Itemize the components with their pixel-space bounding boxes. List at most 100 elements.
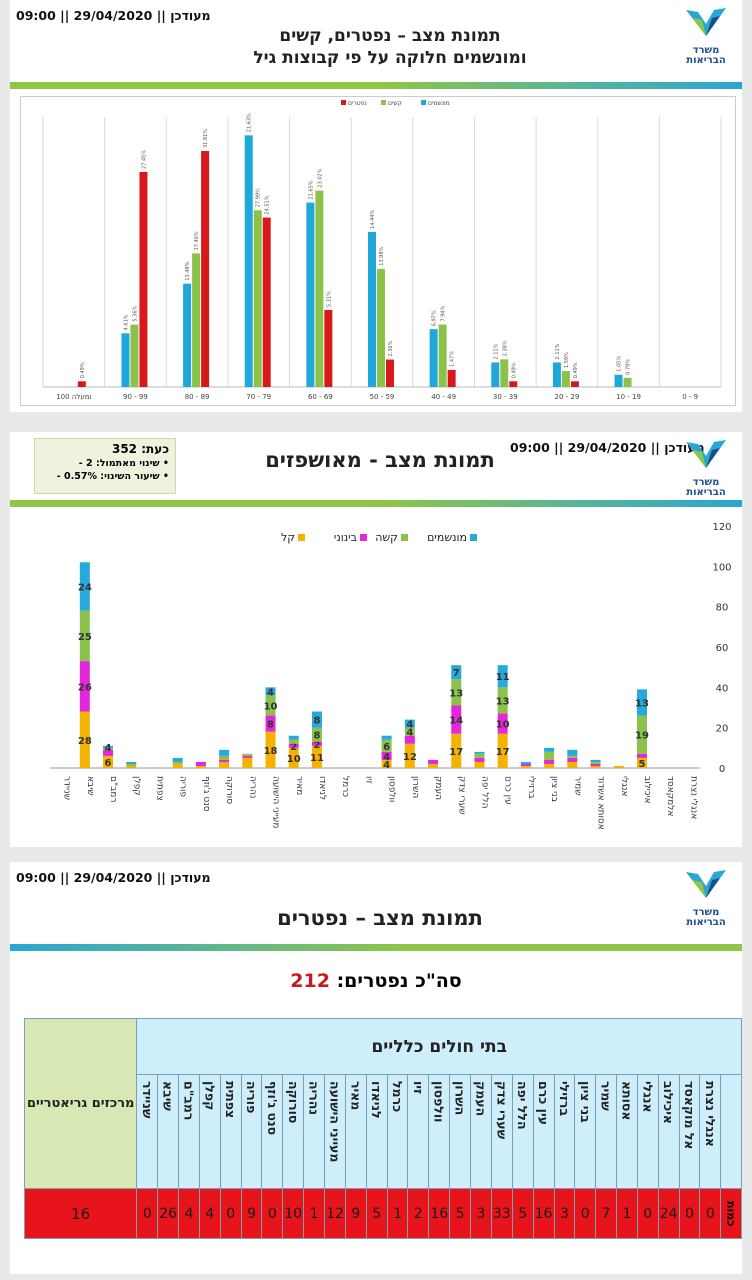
hospital-name: וולפסון bbox=[431, 1081, 447, 1123]
hospital-name: קפלן bbox=[202, 1081, 218, 1111]
hospital-name-cell: אסותא bbox=[616, 1074, 638, 1189]
x-tick-label: ברזילי bbox=[526, 776, 536, 799]
bar-value-label: 13.98% bbox=[379, 246, 385, 265]
hospital-deaths-value: 0 bbox=[699, 1188, 722, 1239]
segment-value-label: 13 bbox=[635, 698, 649, 709]
segment-value-label: 24 bbox=[78, 583, 92, 594]
x-tick-label: בני ציון bbox=[549, 776, 559, 802]
stack-segment-בינוני bbox=[544, 759, 555, 764]
divider-bar bbox=[10, 500, 742, 507]
stack-segment-קל bbox=[590, 765, 601, 768]
hospital-name-cell: מעייני הישועה bbox=[324, 1074, 346, 1189]
stack-segment-קל bbox=[404, 743, 415, 768]
bar-value-label: 13.48% bbox=[185, 261, 191, 280]
stack-segment-קשה bbox=[265, 695, 276, 716]
x-tick-label: פוריה bbox=[178, 776, 188, 797]
stack-segment-קל bbox=[172, 763, 183, 768]
segment-value-label: 2 bbox=[290, 742, 297, 753]
bar-value-label: 0.49% bbox=[80, 362, 86, 378]
hospital-name-cell: שניידר bbox=[136, 1074, 159, 1189]
stack-segment-מונשמים bbox=[79, 562, 90, 611]
x-tick-label: מאיר bbox=[294, 776, 304, 795]
bar-מונשמים bbox=[429, 329, 438, 387]
segment-value-label: 13 bbox=[496, 696, 510, 707]
stack-segment-קשה bbox=[79, 610, 90, 662]
legend-label: נפטרים bbox=[348, 100, 367, 107]
label-column-header bbox=[720, 1074, 742, 1189]
x-tick-label: 90 - 99 bbox=[123, 393, 148, 401]
stack-segment-מונשמים bbox=[311, 711, 322, 728]
legend-swatch bbox=[421, 100, 426, 105]
hospital-deaths-value: 2 bbox=[407, 1188, 430, 1239]
x-tick-label: סורוקה bbox=[224, 776, 234, 804]
x-tick-label: 70 - 79 bbox=[246, 393, 271, 401]
x-tick-label: זיו bbox=[363, 776, 373, 784]
hospital-deaths-value: 3 bbox=[553, 1188, 576, 1239]
change-since-yesterday: • שינוי מאתמול: 2 - bbox=[78, 458, 169, 469]
bar-value-label: 6.97% bbox=[432, 310, 438, 326]
bar-מונשמים bbox=[306, 202, 315, 387]
segment-value-label: 11 bbox=[310, 753, 324, 764]
stack-segment-קל bbox=[265, 731, 276, 768]
bar-נפטרים bbox=[509, 381, 518, 387]
hospital-deaths-value: 33 bbox=[490, 1188, 513, 1239]
bar-value-label: 17.46% bbox=[194, 231, 200, 250]
x-tick-label: עין כרם bbox=[503, 776, 513, 805]
hospital-deaths-value: 0 bbox=[219, 1188, 242, 1239]
bar-מונשמים bbox=[491, 362, 500, 387]
stack-segment-מונשמים bbox=[474, 751, 485, 754]
bar-value-label: 14.44% bbox=[370, 210, 376, 229]
segment-value-label: 12 bbox=[403, 752, 417, 763]
stack-segment-קשה bbox=[172, 761, 183, 764]
change-rate: • שיעור השינוי: 0.57% - bbox=[56, 471, 169, 482]
legend-label: מונשמים bbox=[428, 100, 450, 107]
segment-value-label: 28 bbox=[78, 736, 92, 747]
legend-label: בינוני bbox=[334, 531, 357, 544]
hospital-name: אל מוקאסד bbox=[682, 1081, 697, 1150]
hospital-name-cell: צפתית bbox=[219, 1074, 242, 1189]
bar-value-label: 21.65% bbox=[308, 180, 314, 199]
bar-קשים bbox=[561, 371, 570, 387]
hospital-deaths-value: 4 bbox=[198, 1188, 221, 1239]
hospital-deaths-value: 0 bbox=[574, 1188, 597, 1239]
bar-נפטרים bbox=[77, 381, 86, 387]
hospital-name-cell: נהריה bbox=[303, 1074, 326, 1189]
stack-segment-בינוני bbox=[451, 705, 462, 734]
panel-age-groups: מעודכן || 29/04/2020 || 09:00 תמונת מצב … bbox=[10, 0, 742, 412]
stack-segment-קשה bbox=[451, 679, 462, 706]
legend-label: קשים bbox=[388, 100, 402, 107]
stack-segment-קל bbox=[381, 759, 392, 768]
stack-segment-מונשמים bbox=[451, 665, 462, 680]
hospital-name: סורוקה bbox=[285, 1081, 301, 1124]
hospital-name: אנגלי נצרת bbox=[702, 1081, 718, 1147]
x-tick-label: קפלן bbox=[131, 776, 141, 796]
stack-segment-קשה bbox=[497, 687, 508, 714]
x-tick-label: הלל יפה bbox=[479, 776, 489, 809]
legend-swatch bbox=[401, 534, 408, 541]
stack-segment-מונשמים bbox=[590, 759, 601, 762]
x-tick-label: 0 - 9 bbox=[682, 393, 698, 401]
hospital-name-cell: רמב"ם bbox=[178, 1074, 200, 1189]
segment-value-label: 4 bbox=[267, 687, 274, 698]
hospital-name: איכילוב bbox=[661, 1081, 677, 1125]
stack-segment-מונשמים bbox=[288, 735, 299, 740]
stack-segment-בינוני bbox=[497, 713, 508, 734]
ministry-logo: משרד הבריאות bbox=[678, 868, 734, 928]
x-tick-label: העמק bbox=[433, 776, 443, 800]
hospital-name-cell: אל מוקאסד bbox=[678, 1074, 701, 1189]
legend-label: קל bbox=[281, 531, 295, 544]
bar-נפטרים bbox=[262, 217, 271, 387]
x-tick-label: 40 - 49 bbox=[431, 393, 456, 401]
bar-מונשמים bbox=[614, 374, 623, 387]
hospital-name: שמיר bbox=[598, 1081, 614, 1111]
x-tick-label: 10 - 19 bbox=[616, 393, 641, 401]
hospital-name: צפתית bbox=[223, 1081, 239, 1119]
hospital-deaths-value: 9 bbox=[240, 1188, 263, 1239]
stack-segment-קשה bbox=[567, 755, 578, 758]
bar-value-label: 2.36% bbox=[388, 340, 394, 356]
x-tick-label: שערי צדק bbox=[456, 776, 466, 815]
bar-נפטרים bbox=[201, 151, 210, 387]
panel1-title-line2: ומונשמים חלוקה על פי קבוצות גיל bbox=[253, 48, 527, 68]
x-tick-label: שמיר bbox=[572, 776, 582, 796]
bar-קשים bbox=[192, 253, 201, 387]
